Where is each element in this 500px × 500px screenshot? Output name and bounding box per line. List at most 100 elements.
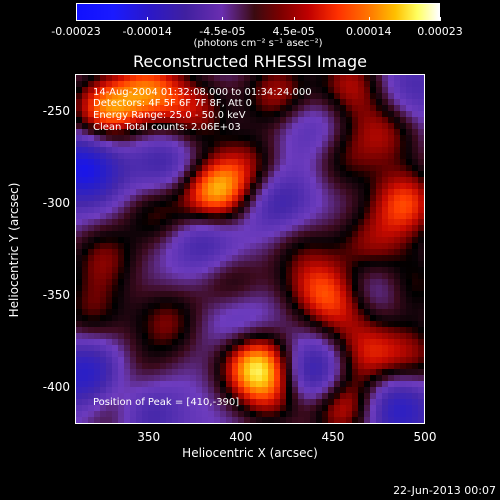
heatmap-cell xyxy=(196,333,203,340)
heatmap-cell xyxy=(76,93,83,100)
heatmap-cell xyxy=(310,273,317,280)
heatmap-cell xyxy=(106,201,113,208)
heatmap-cell xyxy=(262,177,269,184)
heatmap-cell xyxy=(142,381,149,388)
heatmap-cell xyxy=(226,117,233,124)
heatmap-cell xyxy=(142,231,149,238)
heatmap-cell xyxy=(388,153,395,160)
heatmap-cell xyxy=(172,117,179,124)
heatmap-cell xyxy=(418,315,424,322)
heatmap-cell xyxy=(412,171,419,178)
heatmap-cell xyxy=(184,99,191,106)
heatmap-cell xyxy=(310,351,317,358)
heatmap-cell xyxy=(394,297,401,304)
heatmap-cell xyxy=(328,123,335,130)
heatmap-cell xyxy=(118,285,125,292)
heatmap-cell xyxy=(154,279,161,286)
heatmap-cell xyxy=(220,255,227,262)
heatmap-cell xyxy=(154,303,161,310)
heatmap-cell xyxy=(298,363,305,370)
heatmap-cell xyxy=(106,261,113,268)
heatmap-cell xyxy=(76,381,83,388)
heatmap-cell xyxy=(346,99,353,106)
heatmap-cell xyxy=(370,291,377,298)
heatmap-cell xyxy=(280,363,287,370)
heatmap-cell xyxy=(124,87,131,94)
heatmap-cell xyxy=(214,351,221,358)
heatmap-cell xyxy=(298,231,305,238)
heatmap-cell xyxy=(304,363,311,370)
heatmap-cell xyxy=(388,237,395,244)
heatmap-cell xyxy=(190,417,197,423)
heatmap-cell xyxy=(268,195,275,202)
heatmap-cell xyxy=(310,117,317,124)
heatmap-cell xyxy=(298,255,305,262)
heatmap-cell xyxy=(136,405,143,412)
heatmap-cell xyxy=(172,267,179,274)
heatmap-cell xyxy=(388,417,395,423)
heatmap-cell xyxy=(358,195,365,202)
heatmap-cell xyxy=(280,285,287,292)
heatmap-cell xyxy=(82,141,89,148)
heatmap-cell xyxy=(316,411,323,418)
heatmap-cell xyxy=(412,225,419,232)
heatmap-cell xyxy=(142,357,149,364)
heatmap-cell xyxy=(364,351,371,358)
heatmap-cell xyxy=(340,195,347,202)
heatmap-cell xyxy=(160,243,167,250)
heatmap-cell xyxy=(274,189,281,196)
heatmap-cell xyxy=(226,105,233,112)
heatmap-cell xyxy=(106,93,113,100)
heatmap-cell xyxy=(130,159,137,166)
heatmap-cell xyxy=(202,351,209,358)
heatmap-cell xyxy=(394,327,401,334)
heatmap-cell xyxy=(232,405,239,412)
heatmap-cell xyxy=(166,255,173,262)
heatmap-cell xyxy=(382,369,389,376)
heatmap-cell xyxy=(214,243,221,250)
heatmap-cell xyxy=(268,123,275,130)
heatmap-cell xyxy=(310,237,317,244)
heatmap-cell xyxy=(112,399,119,406)
heatmap-cell xyxy=(322,345,329,352)
heatmap-cell xyxy=(142,333,149,340)
heatmap-cell xyxy=(382,405,389,412)
heatmap-cell xyxy=(118,279,125,286)
heatmap-cell xyxy=(268,309,275,316)
heatmap-cell xyxy=(190,111,197,118)
heatmap-cell xyxy=(370,213,377,220)
heatmap-cell xyxy=(238,189,245,196)
heatmap-cell xyxy=(202,417,209,423)
heatmap-cell xyxy=(154,285,161,292)
heatmap-cell xyxy=(244,189,251,196)
heatmap-cell xyxy=(250,123,257,130)
heatmap-cell xyxy=(118,219,125,226)
heatmap-cell xyxy=(382,315,389,322)
heatmap-cell xyxy=(250,111,257,118)
heatmap-cell xyxy=(346,105,353,112)
heatmap-cell xyxy=(316,387,323,394)
heatmap-cell xyxy=(154,297,161,304)
heatmap-cell xyxy=(394,165,401,172)
heatmap-cell xyxy=(190,315,197,322)
colorbar-tick xyxy=(222,17,224,21)
heatmap-cell xyxy=(106,231,113,238)
heatmap-cell xyxy=(412,315,419,322)
heatmap-cell xyxy=(394,105,401,112)
heatmap-cell xyxy=(394,141,401,148)
heatmap-cell xyxy=(388,351,395,358)
heatmap-cell xyxy=(172,171,179,178)
heatmap-cell xyxy=(142,279,149,286)
heatmap-cell xyxy=(196,75,203,82)
heatmap-cell xyxy=(334,81,341,88)
heatmap-cell xyxy=(94,165,101,172)
heatmap-cell xyxy=(148,219,155,226)
heatmap-cell xyxy=(94,213,101,220)
heatmap-cell xyxy=(82,417,89,423)
heatmap-cell xyxy=(376,393,383,400)
heatmap-cell xyxy=(376,93,383,100)
heatmap-cell xyxy=(112,141,119,148)
heatmap-cell xyxy=(88,333,95,340)
heatmap-cell xyxy=(76,201,83,208)
heatmap-cell xyxy=(166,123,173,130)
